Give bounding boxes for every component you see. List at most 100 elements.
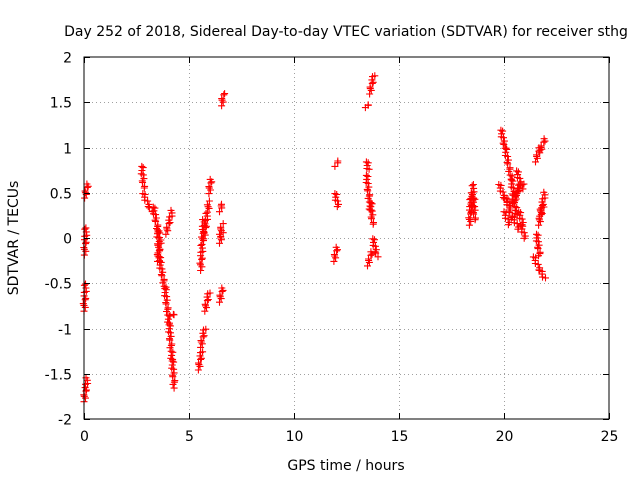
data-point — [168, 361, 176, 369]
data-point — [539, 273, 546, 281]
data-point — [471, 216, 479, 224]
data-point — [330, 251, 338, 258]
y-tick-label: 0 — [63, 232, 72, 248]
data-point — [364, 262, 371, 270]
data-point — [536, 218, 544, 226]
data-point — [372, 249, 380, 257]
x-tick-label: 10 — [286, 429, 304, 445]
data-point — [371, 72, 379, 80]
data-point — [164, 227, 172, 235]
data-point — [513, 204, 521, 211]
data-point — [83, 180, 91, 188]
data-point — [497, 126, 505, 134]
data-point — [202, 209, 210, 217]
data-point — [540, 188, 548, 196]
data-point — [374, 253, 382, 261]
data-point — [471, 195, 479, 203]
data-point — [167, 206, 175, 214]
data-point — [368, 76, 376, 84]
data-point — [162, 230, 170, 238]
data-point — [164, 315, 172, 323]
data-point — [367, 248, 375, 256]
data-point — [366, 90, 374, 98]
data-point — [203, 208, 211, 216]
y-tick-label: 0.5 — [50, 187, 72, 203]
data-point — [367, 86, 375, 94]
data-point — [504, 153, 512, 160]
data-point — [170, 384, 178, 392]
data-point — [540, 135, 548, 143]
data-point — [201, 300, 209, 308]
data-point — [202, 325, 210, 333]
x-tick-label: 0 — [80, 429, 89, 445]
data-point — [368, 215, 375, 223]
data-point — [219, 229, 227, 237]
data-point — [332, 254, 340, 262]
data-point — [520, 234, 528, 242]
data-point — [82, 224, 90, 232]
data-point — [138, 167, 146, 174]
data-point — [199, 329, 207, 337]
data-point — [217, 223, 225, 231]
data-point — [139, 179, 147, 186]
data-point — [166, 312, 174, 320]
x-tick-label: 20 — [496, 429, 514, 445]
data-point — [500, 141, 508, 148]
data-point — [203, 304, 210, 312]
data-point — [535, 214, 543, 222]
data-point — [216, 239, 223, 247]
data-point — [505, 167, 513, 175]
data-point — [218, 95, 226, 103]
data-point — [505, 207, 513, 215]
data-point — [165, 325, 173, 333]
data-point — [333, 203, 341, 211]
data-point — [537, 207, 545, 215]
data-point — [144, 197, 152, 205]
data-point — [170, 311, 178, 319]
data-point — [196, 259, 204, 267]
data-point — [465, 214, 473, 222]
data-point — [197, 242, 205, 249]
data-point — [218, 200, 225, 208]
data-point — [197, 337, 205, 344]
data-point — [534, 245, 542, 253]
data-point — [156, 234, 163, 242]
x-tick-label: 15 — [391, 429, 409, 445]
data-point — [365, 165, 373, 173]
data-point — [508, 172, 516, 180]
data-point — [79, 300, 87, 308]
data-point — [331, 190, 339, 198]
data-point — [163, 293, 171, 301]
data-point — [534, 238, 542, 246]
data-point — [365, 258, 373, 266]
data-point — [153, 251, 161, 258]
y-tick-label: -2 — [58, 413, 72, 429]
data-point — [369, 220, 377, 228]
data-point — [152, 217, 160, 225]
data-point — [362, 158, 370, 166]
data-point — [512, 207, 520, 215]
data-point — [158, 272, 166, 280]
data-point — [535, 221, 543, 229]
data-point — [167, 329, 174, 337]
data-point — [169, 348, 177, 356]
data-point — [470, 210, 478, 218]
data-point — [82, 394, 89, 402]
data-point — [366, 83, 374, 91]
data-point — [170, 358, 178, 366]
data-point — [217, 232, 225, 240]
data-point — [332, 243, 340, 251]
axis-ticks: 0 5 10 15 20 25 -2 -1.5 -1 -0.5 0 0.5 1 1.5 2 — [45, 51, 619, 446]
data-point — [506, 203, 514, 211]
data-point — [220, 91, 228, 99]
data-point — [542, 274, 549, 282]
y-tick-label: -0.5 — [45, 277, 72, 293]
data-point — [203, 293, 211, 301]
data-point — [517, 180, 525, 188]
data-point — [201, 307, 209, 315]
data-point — [206, 289, 214, 297]
data-point — [168, 351, 176, 359]
data-point — [81, 194, 89, 202]
data-point — [216, 298, 223, 306]
